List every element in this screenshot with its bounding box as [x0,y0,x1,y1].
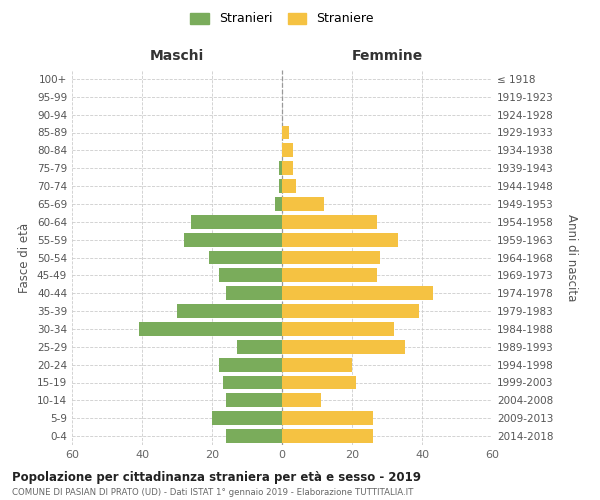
Bar [278,161,282,175]
Text: Maschi: Maschi [150,48,204,62]
Bar [177,304,282,318]
Bar [236,340,282,354]
Bar [184,232,282,246]
Bar [139,322,282,336]
Bar [282,411,373,425]
Bar [282,197,324,211]
Bar [282,161,293,175]
Text: Popolazione per cittadinanza straniera per età e sesso - 2019: Popolazione per cittadinanza straniera p… [12,471,421,484]
Bar [282,232,398,246]
Bar [282,268,377,282]
Bar [226,394,282,407]
Bar [282,126,289,140]
Bar [282,322,394,336]
Bar [282,340,404,354]
Text: Femmine: Femmine [352,48,422,62]
Bar [191,215,282,229]
Bar [282,376,355,390]
Bar [282,250,380,264]
Text: COMUNE DI PASIAN DI PRATO (UD) - Dati ISTAT 1° gennaio 2019 - Elaborazione TUTTI: COMUNE DI PASIAN DI PRATO (UD) - Dati IS… [12,488,413,497]
Y-axis label: Fasce di età: Fasce di età [19,222,31,292]
Bar [282,394,320,407]
Bar [219,268,282,282]
Bar [223,376,282,390]
Bar [282,429,373,443]
Bar [226,286,282,300]
Bar [226,429,282,443]
Bar [275,197,282,211]
Bar [282,215,377,229]
Bar [212,411,282,425]
Bar [219,358,282,372]
Y-axis label: Anni di nascita: Anni di nascita [565,214,578,301]
Bar [209,250,282,264]
Bar [282,286,433,300]
Bar [282,304,419,318]
Legend: Stranieri, Straniere: Stranieri, Straniere [187,8,377,29]
Bar [282,144,293,158]
Bar [282,358,352,372]
Bar [278,179,282,193]
Bar [282,179,296,193]
